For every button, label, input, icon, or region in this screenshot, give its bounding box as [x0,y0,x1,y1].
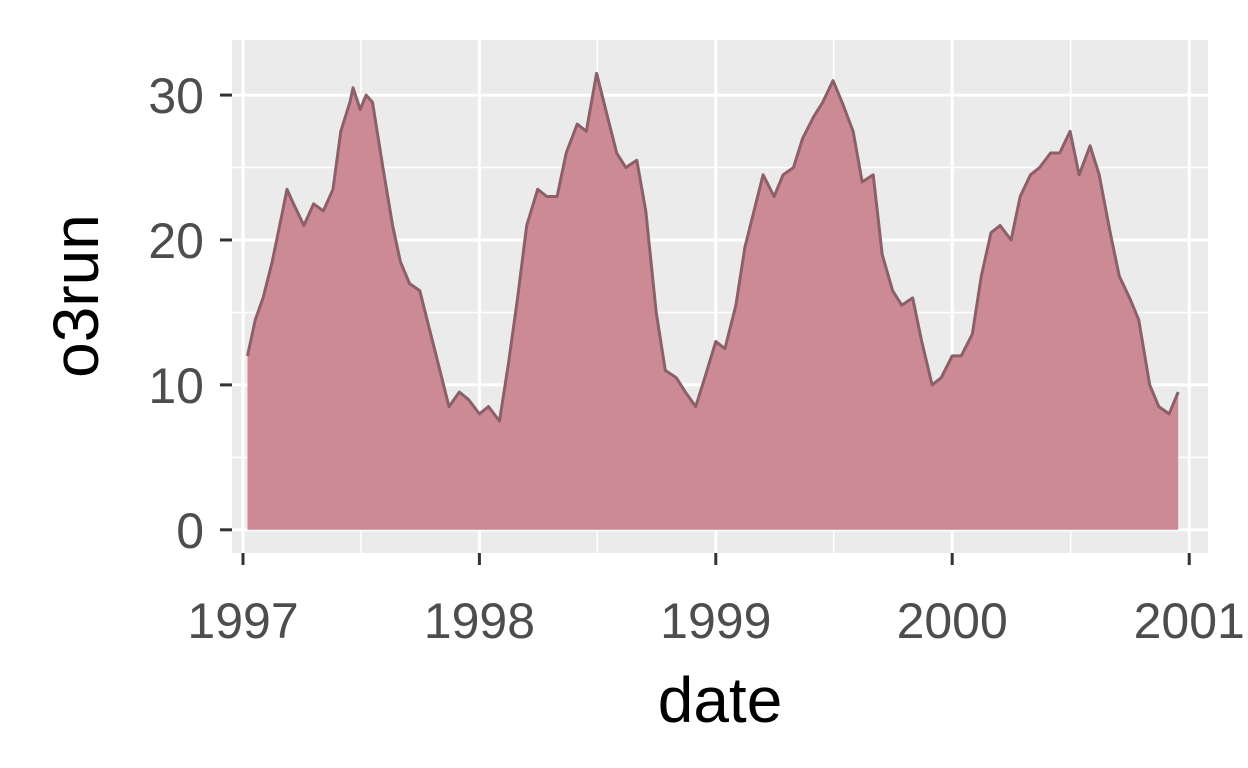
y-tick-label: 0 [176,503,204,559]
x-tick-label: 1999 [660,593,771,649]
x-tick-label: 1997 [187,593,298,649]
y-tick-label: 20 [148,213,204,269]
y-tick-labels: 0 10 20 30 [148,68,204,559]
x-tick-label: 1998 [424,593,535,649]
y-tick-label: 10 [148,358,204,414]
x-tick-labels: 1997 1998 1999 2000 2001 [187,593,1244,649]
o3run-area [247,73,1179,530]
o3run-line [246,71,1180,423]
series-layer [246,71,1180,530]
axis-ticks [220,93,1191,565]
x-axis-title: date [658,664,783,736]
x-tick-label: 2000 [897,593,1008,649]
y-tick-label: 30 [148,68,204,124]
y-axis-title: o3run [40,214,112,378]
x-tick-label: 2001 [1134,593,1245,649]
